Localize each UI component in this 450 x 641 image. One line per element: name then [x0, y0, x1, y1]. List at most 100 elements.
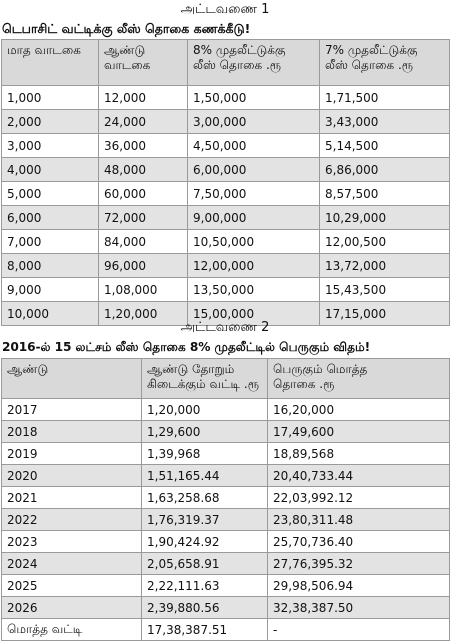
table-cell: -	[267, 618, 450, 641]
table-row: 2022 1,76,319.37 23,80,311.48	[1, 508, 450, 531]
table-row: 2020 1,51,165.44 20,40,733.44	[1, 464, 450, 487]
table-row: 2021 1,63,258.68 22,03,992.12	[1, 486, 450, 509]
table-cell: 2018	[1, 420, 142, 443]
column-header-line: ஆண்டு	[104, 43, 146, 57]
table-cell: 27,76,395.32	[267, 552, 450, 575]
column-header-line: வாடகை	[104, 58, 151, 72]
table-cell: 13,50,000	[187, 277, 320, 302]
table-cell: 4,000	[1, 157, 99, 182]
table-cell: 60,000	[98, 181, 188, 206]
table-cell: 3,00,000	[187, 109, 320, 134]
table-cell: 24,000	[98, 109, 188, 134]
table-cell: 12,00,000	[187, 253, 320, 278]
table-cell: 32,38,387.50	[267, 596, 450, 619]
table-cell: 23,80,311.48	[267, 508, 450, 531]
table-cell: 1,39,968	[141, 442, 268, 465]
table-cell: 1,63,258.68	[141, 486, 268, 509]
column-header-line: லீஸ் தொகை .ரூ	[193, 58, 282, 72]
table-cell: 8,000	[1, 253, 99, 278]
table-cell: 15,00,000	[187, 301, 320, 326]
table-cell: 8,57,500	[319, 181, 450, 206]
column-header-line: ஆண்டு	[7, 362, 49, 376]
table-cell: 25,70,736.40	[267, 530, 450, 553]
table-cell: 3,000	[1, 133, 99, 158]
column-header-line: பெருகும் மொத்த	[273, 362, 368, 376]
table-cell: 29,98,506.94	[267, 574, 450, 597]
table-row: 6,000 72,000 9,00,000 10,29,000	[1, 205, 450, 230]
column-header: ஆண்டு வாடகை	[98, 39, 188, 86]
table-cell: 17,38,387.51	[141, 618, 268, 641]
table-row: 2026 2,39,880.56 32,38,387.50	[1, 596, 450, 619]
table-cell: 1,51,165.44	[141, 464, 268, 487]
table-cell: 1,90,424.92	[141, 530, 268, 553]
table-cell: 2022	[1, 508, 142, 531]
table-row: மொத்த வட்டி 17,38,387.51-	[1, 618, 450, 641]
table-cell: 6,86,000	[319, 157, 450, 182]
table-row: 8,000 96,000 12,00,000 13,72,000	[1, 253, 450, 278]
table-row: 1,000 12,000 1,50,000 1,71,500	[1, 85, 450, 110]
table-row: 10,000 1,20,000 15,00,000 17,15,000	[1, 301, 450, 326]
table-cell: 2025	[1, 574, 142, 597]
table-cell: 6,000	[1, 205, 99, 230]
table-cell: 10,29,000	[319, 205, 450, 230]
table-row: 2024 2,05,658.91 27,76,395.32	[1, 552, 450, 575]
table-cell: மொத்த வட்டி	[1, 618, 142, 641]
table-cell: 1,000	[1, 85, 99, 110]
table-row: 3,000 36,000 4,50,000 5,14,500	[1, 133, 450, 158]
table-row: 4,000 48,000 6,00,000 6,86,000	[1, 157, 450, 182]
column-header: ஆண்டு தோறும் கிடைக்கும் வட்டி .ரூ	[141, 358, 268, 399]
table-cell: 15,43,500	[319, 277, 450, 302]
table-cell: 2020	[1, 464, 142, 487]
column-header: ஆண்டு	[1, 358, 142, 399]
table-cell: 3,43,000	[319, 109, 450, 134]
table-cell: 12,000	[98, 85, 188, 110]
table-cell: 5,14,500	[319, 133, 450, 158]
table-cell: 10,50,000	[187, 229, 320, 254]
table-cell: 16,20,000	[267, 398, 450, 421]
table-cell: 2017	[1, 398, 142, 421]
table-cell: 96,000	[98, 253, 188, 278]
table-cell: 2021	[1, 486, 142, 509]
table-cell: 18,89,568	[267, 442, 450, 465]
table-row: 2,000 24,000 3,00,000 3,43,000	[1, 109, 450, 134]
table-cell: 36,000	[98, 133, 188, 158]
column-header-line: மாத வாடகை	[7, 43, 81, 57]
column-header: 8% முதலீட்டுக்கு லீஸ் தொகை .ரூ	[187, 39, 320, 86]
table-cell: 17,15,000	[319, 301, 450, 326]
column-header-line: 7% முதலீட்டுக்கு	[325, 43, 418, 57]
table-cell: 10,000	[1, 301, 99, 326]
table-cell: 48,000	[98, 157, 188, 182]
table-cell: 2,39,880.56	[141, 596, 268, 619]
table-row: 5,000 60,000 7,50,000 8,57,500	[1, 181, 450, 206]
table-row: 2025 2,22,111.63 29,98,506.94	[1, 574, 450, 597]
column-header: மாத வாடகை	[1, 39, 99, 86]
table-row: 2023 1,90,424.92 25,70,736.40	[1, 530, 450, 553]
table2-caption: அட்டவணை 2	[180, 320, 270, 335]
table-row: 2019 1,39,968 18,89,568	[1, 442, 450, 465]
table-cell: 22,03,992.12	[267, 486, 450, 509]
table-cell: 7,50,000	[187, 181, 320, 206]
column-header-line: தொகை .ரூ	[273, 377, 335, 391]
table-cell: 17,49,600	[267, 420, 450, 443]
column-header-line: ஆண்டு தோறும்	[147, 362, 235, 376]
table-cell: 6,00,000	[187, 157, 320, 182]
table2-body: ஆண்டு ஆண்டு தோறும் கிடைக்கும் வட்டி .ரூ பெர…	[1, 358, 450, 641]
table-row: 2017 1,20,000 16,20,000	[1, 398, 450, 421]
table-cell: 2023	[1, 530, 142, 553]
investment-growth-table: ஆண்டு ஆண்டு தோறும் கிடைக்கும் வட்டி .ரூ பெர…	[1, 358, 450, 641]
column-header-line: 8% முதலீட்டுக்கு	[193, 43, 286, 57]
table-row: 7,000 84,000 10,50,000 12,00,500	[1, 229, 450, 254]
table-cell: 1,08,000	[98, 277, 188, 302]
table-row: 9,000 1,08,000 13,50,000 15,43,500	[1, 277, 450, 302]
table-cell: 20,40,733.44	[267, 464, 450, 487]
table-cell: 2026	[1, 596, 142, 619]
table-cell: 84,000	[98, 229, 188, 254]
table-cell: 13,72,000	[319, 253, 450, 278]
table-row: 2018 1,29,600 17,49,600	[1, 420, 450, 443]
table-cell: 1,20,000	[141, 398, 268, 421]
table-cell: 5,000	[1, 181, 99, 206]
table-cell: 2,05,658.91	[141, 552, 268, 575]
table-cell: 2024	[1, 552, 142, 575]
table-cell: 1,76,319.37	[141, 508, 268, 531]
table-cell: 1,71,500	[319, 85, 450, 110]
